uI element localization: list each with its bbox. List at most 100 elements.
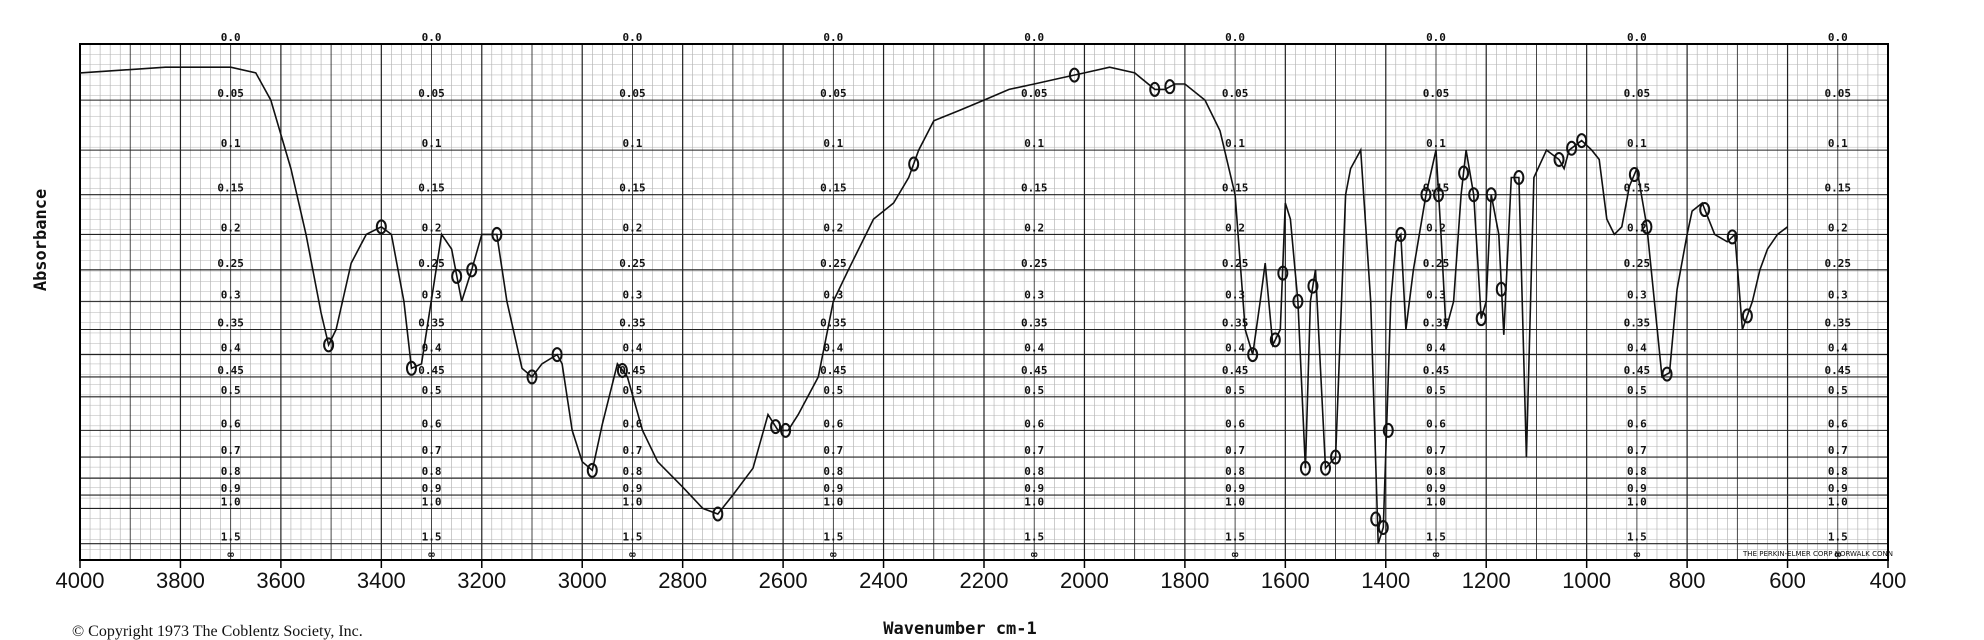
absorbance-scale-label: 0.2	[1426, 221, 1446, 234]
absorbance-scale-label: 0.3	[1627, 288, 1647, 301]
x-tick-label: 3400	[357, 568, 406, 593]
absorbance-scale-label: 0.35	[1021, 317, 1048, 330]
absorbance-scale-label: 1.5	[823, 531, 843, 544]
absorbance-scale-label: 0.9	[1627, 482, 1647, 495]
absorbance-scale-label: 1.5	[1426, 531, 1446, 544]
absorbance-scale-label: 0.8	[623, 465, 643, 478]
absorbance-scale-label: 1.5	[1024, 531, 1044, 544]
x-tick-label: 3800	[156, 568, 205, 593]
absorbance-scale-label: 1.0	[1225, 495, 1245, 508]
x-tick-label: 1400	[1361, 568, 1410, 593]
absorbance-scale-label: 0.3	[623, 288, 643, 301]
absorbance-scale-label: 0.9	[221, 482, 241, 495]
peak-marker	[1699, 202, 1711, 218]
x-tick-label: 1000	[1562, 568, 1611, 593]
x-tick-label: 2800	[658, 568, 707, 593]
peak-marker	[908, 156, 920, 172]
absorbance-scale-label: 0.9	[422, 482, 442, 495]
absorbance-scale-label: 0.8	[1627, 465, 1647, 478]
absorbance-scale-label: 0.1	[623, 137, 643, 150]
absorbance-scale-label: 0.9	[1024, 482, 1044, 495]
absorbance-scale-label: 0.9	[1828, 482, 1848, 495]
peak-marker	[1149, 81, 1161, 97]
absorbance-scale-label: 0.05	[1624, 87, 1651, 100]
peak-marker	[1475, 311, 1487, 327]
peak-marker	[1661, 366, 1673, 382]
peak-marker	[1433, 187, 1445, 203]
absorbance-scale-label: 0.25	[820, 257, 847, 270]
absorbance-scale-label: 0.7	[221, 444, 241, 457]
absorbance-scale-label: 0.15	[619, 182, 646, 195]
peak-marker	[405, 360, 417, 376]
absorbance-scale-label: 0.6	[1627, 417, 1647, 430]
absorbance-scale-label: 0.4	[823, 342, 843, 355]
absorbance-scale-label: 0.1	[1627, 137, 1647, 150]
absorbance-scale-label: 0.45	[1624, 364, 1651, 377]
x-tick-label: 800	[1669, 568, 1706, 593]
absorbance-scale-label: ∞	[1232, 548, 1239, 561]
absorbance-scale-label: 0.25	[1423, 257, 1450, 270]
absorbance-scale-label: 0.2	[623, 221, 643, 234]
peak-marker	[1641, 219, 1653, 235]
peak-marker	[375, 219, 387, 235]
absorbance-scale-label: 0.1	[823, 137, 843, 150]
absorbance-scale-label: 0.45	[1825, 364, 1852, 377]
peak-marker	[1513, 169, 1525, 185]
absorbance-scale-label: 0.05	[820, 87, 847, 100]
peak-marker	[1164, 79, 1176, 95]
absorbance-scale-label: 0.6	[1225, 417, 1245, 430]
peak-marker	[1247, 347, 1259, 363]
absorbance-scale-label: 1.5	[1627, 531, 1647, 544]
absorbance-scale-label: 0.3	[1024, 288, 1044, 301]
absorbance-scale-label: 0.0	[1828, 31, 1848, 44]
absorbance-scale-label: 0.45	[1021, 364, 1048, 377]
x-tick-label: 600	[1769, 568, 1806, 593]
absorbance-scale-label: 0.4	[1627, 342, 1647, 355]
absorbance-scale-label: ∞	[428, 548, 435, 561]
absorbance-scale-label: 0.7	[1426, 444, 1446, 457]
absorbance-scale-label: 0.9	[1225, 482, 1245, 495]
peak-marker	[1277, 265, 1289, 281]
absorbance-scale-label: 0.25	[619, 257, 646, 270]
absorbance-scale-label: 0.7	[1627, 444, 1647, 457]
peak-marker	[1741, 308, 1753, 324]
peak-marker	[1495, 281, 1507, 297]
absorbance-scale-label: 0.25	[1222, 257, 1249, 270]
absorbance-scale-label: 0.45	[1222, 364, 1249, 377]
absorbance-scale-label: 0.2	[422, 221, 442, 234]
absorbance-scale-label: 0.2	[1828, 221, 1848, 234]
absorbance-scale-label: 0.8	[1426, 465, 1446, 478]
x-tick-label: 1800	[1160, 568, 1209, 593]
absorbance-scale-label: 0.25	[1624, 257, 1651, 270]
absorbance-scale-label: 0.3	[221, 288, 241, 301]
absorbance-scale-label: 0.7	[1225, 444, 1245, 457]
absorbance-scale-label: 0.25	[217, 257, 244, 270]
absorbance-scale-label: 0.1	[1828, 137, 1848, 150]
absorbance-scale-label: 0.1	[1225, 137, 1245, 150]
absorbance-scale-label: 0.9	[623, 482, 643, 495]
absorbance-scale-label: ∞	[830, 548, 837, 561]
absorbance-scale-label: 0.3	[1426, 288, 1446, 301]
absorbance-scale-label: 0.7	[1828, 444, 1848, 457]
absorbance-scale-label: 0.7	[623, 444, 643, 457]
absorbance-scale-label: 1.5	[422, 531, 442, 544]
peak-marker	[1395, 226, 1407, 242]
absorbance-scale-label: 0.0	[1024, 31, 1044, 44]
absorbance-scale-label: 0.1	[1426, 137, 1446, 150]
absorbance-scale-label: 0.0	[823, 31, 843, 44]
absorbance-scale-label: 1.0	[221, 495, 241, 508]
x-tick-label: 3600	[256, 568, 305, 593]
absorbance-scale-label: ∞	[629, 548, 636, 561]
absorbance-scale-label: 0.5	[1828, 384, 1848, 397]
absorbance-scale-label: 0.6	[422, 417, 442, 430]
peak-marker	[1553, 151, 1565, 167]
peak-markers	[323, 67, 1753, 535]
x-tick-label: 1600	[1261, 568, 1310, 593]
absorbance-scale-label: ∞	[1433, 548, 1440, 561]
x-tick-label: 2600	[759, 568, 808, 593]
y-axis-title: Absorbance	[31, 189, 51, 291]
absorbance-scale-label: 1.0	[623, 495, 643, 508]
spectrum-line	[79, 66, 1789, 544]
absorbance-scale-label: 0.1	[221, 137, 241, 150]
absorbance-scale-label: 0.0	[221, 31, 241, 44]
